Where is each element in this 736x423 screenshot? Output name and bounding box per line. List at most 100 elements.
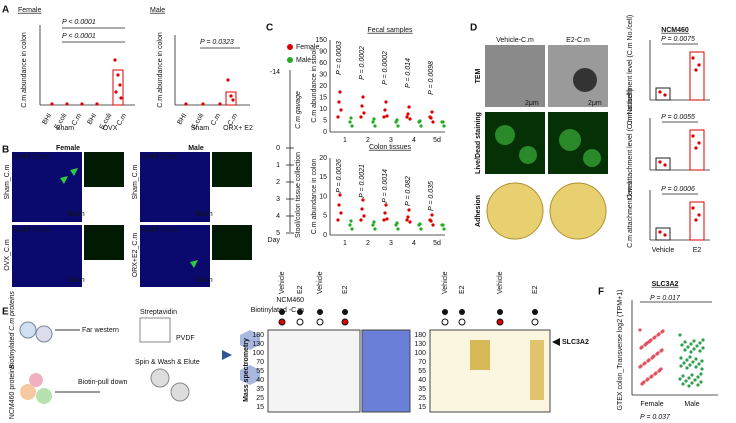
label: Biotin-pull down <box>78 379 128 386</box>
mw-label: 100 <box>414 350 426 357</box>
label: OVX <box>103 125 118 132</box>
lane-label: E2 <box>297 285 304 294</box>
label: E2-C.m <box>566 37 590 44</box>
y-tick-label: 15 <box>319 174 327 181</box>
x-tick-label: Vehicle <box>652 247 675 254</box>
label: Male <box>150 7 165 14</box>
dot <box>689 350 693 354</box>
dot <box>372 220 376 224</box>
dot <box>696 375 700 379</box>
label: -14 <box>270 69 280 76</box>
dot <box>118 83 122 87</box>
p-value: P = 0.0055 <box>661 114 695 121</box>
lane-dot <box>496 318 504 326</box>
dot <box>226 78 230 82</box>
dot <box>643 343 647 347</box>
dot <box>681 382 685 386</box>
p-value: P = 0.0003 <box>336 41 343 75</box>
dot <box>678 377 682 381</box>
label: C.m <box>86 227 99 234</box>
dot <box>373 124 377 128</box>
day-tick: 2 <box>276 179 280 186</box>
dot <box>395 221 399 225</box>
dot <box>95 102 99 106</box>
dot <box>695 344 699 348</box>
label: Male <box>188 145 204 152</box>
dot <box>688 363 692 367</box>
legend-label: Female <box>296 44 319 51</box>
dot <box>678 333 682 337</box>
axis-title: Mass spectrometry <box>243 338 250 402</box>
dot <box>336 218 340 222</box>
dot <box>349 219 353 223</box>
dot <box>336 115 340 119</box>
panel-label: E <box>2 307 9 318</box>
dot <box>419 124 423 128</box>
day-tick: 1 <box>276 162 280 169</box>
y-tick-label: 90 <box>319 48 327 55</box>
x-tick-label: 3 <box>389 240 393 247</box>
label: Female <box>56 145 80 152</box>
axis-title: C.m abundance in colon <box>21 32 28 108</box>
dot <box>405 115 409 119</box>
axis-title: GTEX colon_Transverse log2 (TPM+1) <box>617 290 624 411</box>
dot <box>659 349 663 353</box>
dot <box>700 367 704 371</box>
dot <box>642 362 646 366</box>
dot <box>691 56 695 60</box>
dot <box>50 102 54 106</box>
label: Sham <box>56 125 74 132</box>
mw-label: 15 <box>256 404 264 411</box>
y-tick-label: 10 <box>319 193 327 200</box>
dot <box>406 215 410 219</box>
x-tick-label: 1 <box>343 240 347 247</box>
dot <box>688 355 692 359</box>
lane-label: Vehicle <box>497 271 504 294</box>
dot <box>430 213 434 217</box>
lane-dot <box>279 309 285 315</box>
label: 50μm <box>67 211 85 218</box>
mw-label: 35 <box>418 386 426 393</box>
dot <box>442 124 446 128</box>
lane-label: E2 <box>532 285 539 294</box>
lane-dot <box>297 309 303 315</box>
dot <box>65 102 69 106</box>
dot <box>348 120 352 124</box>
dot <box>359 115 363 119</box>
dot <box>638 365 642 369</box>
dot <box>653 372 657 376</box>
lane-dot <box>342 309 348 315</box>
label: 2μm <box>525 100 539 107</box>
dot <box>113 58 117 62</box>
p-value: P = 0.082 <box>405 176 412 206</box>
dot <box>419 227 423 231</box>
p-value: P = 0.035 <box>428 181 435 211</box>
dot <box>700 359 704 363</box>
dot <box>349 116 353 120</box>
label: Vehicle-C.m <box>496 37 534 44</box>
dot <box>694 365 698 369</box>
row-label: Adhesion <box>475 195 482 227</box>
dot <box>638 328 642 332</box>
label: NCM460 <box>661 27 689 34</box>
dot <box>680 343 684 347</box>
lane-dot <box>341 318 349 326</box>
y-tick-label: 20 <box>319 155 327 162</box>
x-tick-label: C.m <box>116 112 129 127</box>
dot <box>663 163 667 167</box>
lane-dot <box>296 318 304 326</box>
dot <box>697 141 701 145</box>
x-tick-label: 1 <box>343 137 347 144</box>
p-value: P = 0.0014 <box>382 169 389 203</box>
axis-title: C.m attachment level (C.m No./cell) <box>627 15 634 125</box>
dot <box>686 345 690 349</box>
label: P < 0.0001 <box>62 33 96 40</box>
panel-label: A <box>2 5 9 16</box>
dot <box>441 120 445 124</box>
dot <box>646 359 650 363</box>
lane-label: E2 <box>342 285 349 294</box>
mw-label: 130 <box>414 341 426 348</box>
row-label: Sham_C.m <box>132 164 139 199</box>
dot <box>338 90 342 94</box>
dot <box>382 115 386 119</box>
